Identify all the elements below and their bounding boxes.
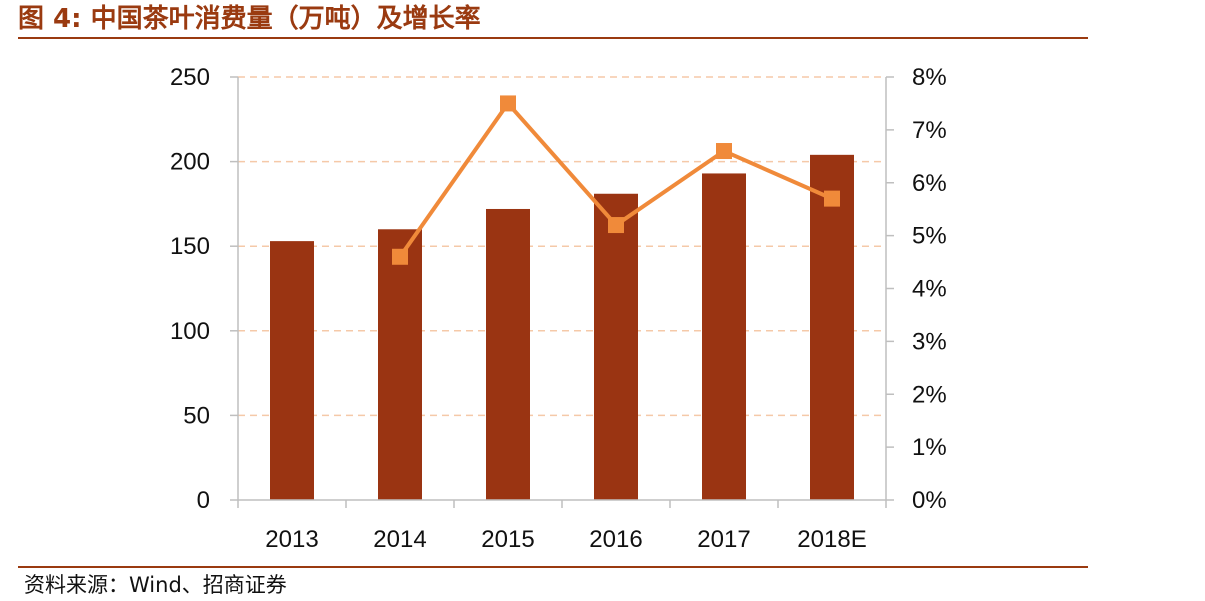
x-tick-label: 2017: [697, 526, 750, 553]
growth-line-series: [392, 95, 840, 265]
x-tick-label: 2016: [589, 526, 642, 553]
right-tick-label: 0%: [912, 487, 947, 514]
bar: [810, 154, 854, 500]
right-axis-ticks: 0% 1% 2% 3% 4% 5% 6% 7% 8%: [912, 64, 947, 514]
growth-marker: [608, 217, 624, 234]
axes: [230, 76, 894, 508]
source-note: 资料来源：Wind、招商证券: [24, 573, 287, 597]
right-tick-label: 8%: [912, 64, 947, 91]
left-tick-label: 50: [183, 402, 210, 429]
bar: [702, 173, 746, 500]
right-tick-label: 6%: [912, 170, 947, 197]
bar: [270, 241, 314, 500]
x-tick-label: 2013: [265, 526, 318, 553]
bar: [486, 208, 530, 500]
bar: [594, 193, 638, 501]
right-tick-label: 7%: [912, 117, 947, 144]
bar-series: [270, 154, 854, 501]
right-tick-label: 4%: [912, 276, 947, 303]
left-tick-label: 0: [197, 487, 210, 514]
growth-marker: [716, 143, 732, 160]
growth-marker: [392, 248, 408, 265]
left-tick-label: 250: [170, 64, 210, 91]
bar: [378, 229, 422, 500]
x-tick-label: 2015: [481, 526, 534, 553]
gridlines: [238, 76, 886, 417]
left-tick-label: 100: [170, 318, 210, 345]
left-axis-ticks: 0 50 100 150 200 250: [170, 64, 210, 514]
left-tick-label: 150: [170, 233, 210, 260]
x-tick-label: 2014: [373, 526, 426, 553]
right-tick-label: 2%: [912, 381, 947, 408]
title-divider: [18, 37, 1088, 39]
chart-title: 图 4: 中国茶叶消费量（万吨）及增长率: [18, 4, 481, 34]
left-tick-label: 200: [170, 149, 210, 176]
right-tick-label: 1%: [912, 434, 947, 461]
x-axis-ticks: 2013 2014 2015 2016 2017 2018E: [265, 526, 866, 553]
x-tick-label: 2018E: [797, 526, 866, 553]
growth-marker: [500, 95, 516, 112]
right-tick-label: 5%: [912, 223, 947, 250]
source-divider: [18, 566, 1088, 568]
growth-marker: [824, 190, 840, 207]
right-tick-label: 3%: [912, 328, 947, 355]
